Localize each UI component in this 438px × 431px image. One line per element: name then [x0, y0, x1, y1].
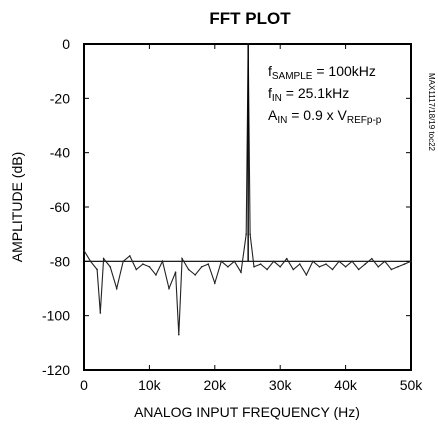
data-point	[325, 263, 327, 265]
y-tick-label: -60	[50, 199, 70, 215]
data-point	[233, 260, 236, 263]
data-point	[102, 257, 105, 260]
data-point	[174, 271, 177, 274]
data-point	[207, 263, 210, 265]
data-point	[285, 257, 288, 260]
x-tick-label: 0	[80, 377, 88, 393]
data-point	[142, 263, 144, 265]
data-point	[292, 268, 295, 271]
data-point	[227, 265, 229, 268]
data-point	[253, 265, 255, 268]
data-point	[135, 268, 138, 271]
y-tick-label: -20	[50, 90, 70, 106]
data-point	[364, 263, 367, 265]
data-point	[89, 260, 92, 263]
data-point	[200, 265, 203, 268]
chart-title: FFT PLOT	[209, 9, 291, 28]
data-point	[249, 233, 251, 235]
y-tick-label: -80	[50, 253, 70, 269]
data-point	[115, 287, 118, 290]
data-point	[305, 274, 308, 276]
data-point	[331, 268, 334, 271]
data-point	[245, 233, 247, 235]
y-tick-label: -100	[42, 308, 70, 324]
data-point	[338, 260, 340, 263]
data-point	[109, 265, 111, 268]
data-point	[181, 257, 183, 260]
data-point	[344, 265, 347, 268]
data-point	[318, 265, 321, 268]
data-point	[279, 265, 282, 268]
x-tick-label: 40k	[334, 377, 358, 393]
data-point	[299, 263, 301, 265]
data-point	[377, 265, 380, 268]
y-tick-label: -40	[50, 145, 70, 161]
data-point	[220, 260, 223, 263]
data-point	[194, 274, 196, 276]
annotation-text: fIN = 25.1kHz	[268, 85, 349, 104]
data-point	[312, 260, 314, 263]
data-point	[148, 265, 151, 268]
data-point	[122, 260, 125, 263]
x-tick-label: 20k	[204, 377, 228, 393]
y-axis-label: AMPLITUDE (dB)	[9, 152, 25, 262]
data-point	[384, 260, 386, 263]
data-point	[410, 260, 412, 263]
annotation-text: fSAMPLE = 100kHz	[268, 63, 376, 82]
data-point	[397, 265, 399, 268]
data-point	[161, 260, 164, 263]
annotation-text: AIN = 0.9 x VREFp-p	[268, 107, 382, 126]
x-axis-label: ANALOG INPUT FREQUENCY (Hz)	[134, 404, 360, 420]
data-point	[187, 268, 190, 271]
data-point	[99, 312, 102, 314]
data-point	[266, 268, 268, 271]
data-point	[357, 268, 360, 271]
data-point	[390, 268, 393, 271]
data-point	[403, 263, 406, 265]
x-tick-label: 50k	[400, 377, 424, 393]
data-point	[155, 274, 157, 276]
y-tick-label: -120	[42, 362, 70, 378]
x-tick-label: 30k	[269, 377, 293, 393]
data-point	[259, 263, 262, 265]
x-tick-label: 10k	[138, 377, 162, 393]
data-point	[272, 260, 275, 263]
side-code: MAX1117/18/19 toc22	[427, 73, 436, 152]
data-point	[178, 333, 180, 336]
y-tick-label: 0	[62, 36, 70, 52]
data-point	[370, 257, 373, 260]
data-point	[168, 287, 170, 290]
data-point	[351, 260, 353, 263]
data-point	[214, 282, 216, 284]
data-point	[96, 268, 98, 271]
data-point	[83, 249, 85, 252]
data-point	[240, 271, 242, 274]
data-point	[128, 255, 131, 257]
